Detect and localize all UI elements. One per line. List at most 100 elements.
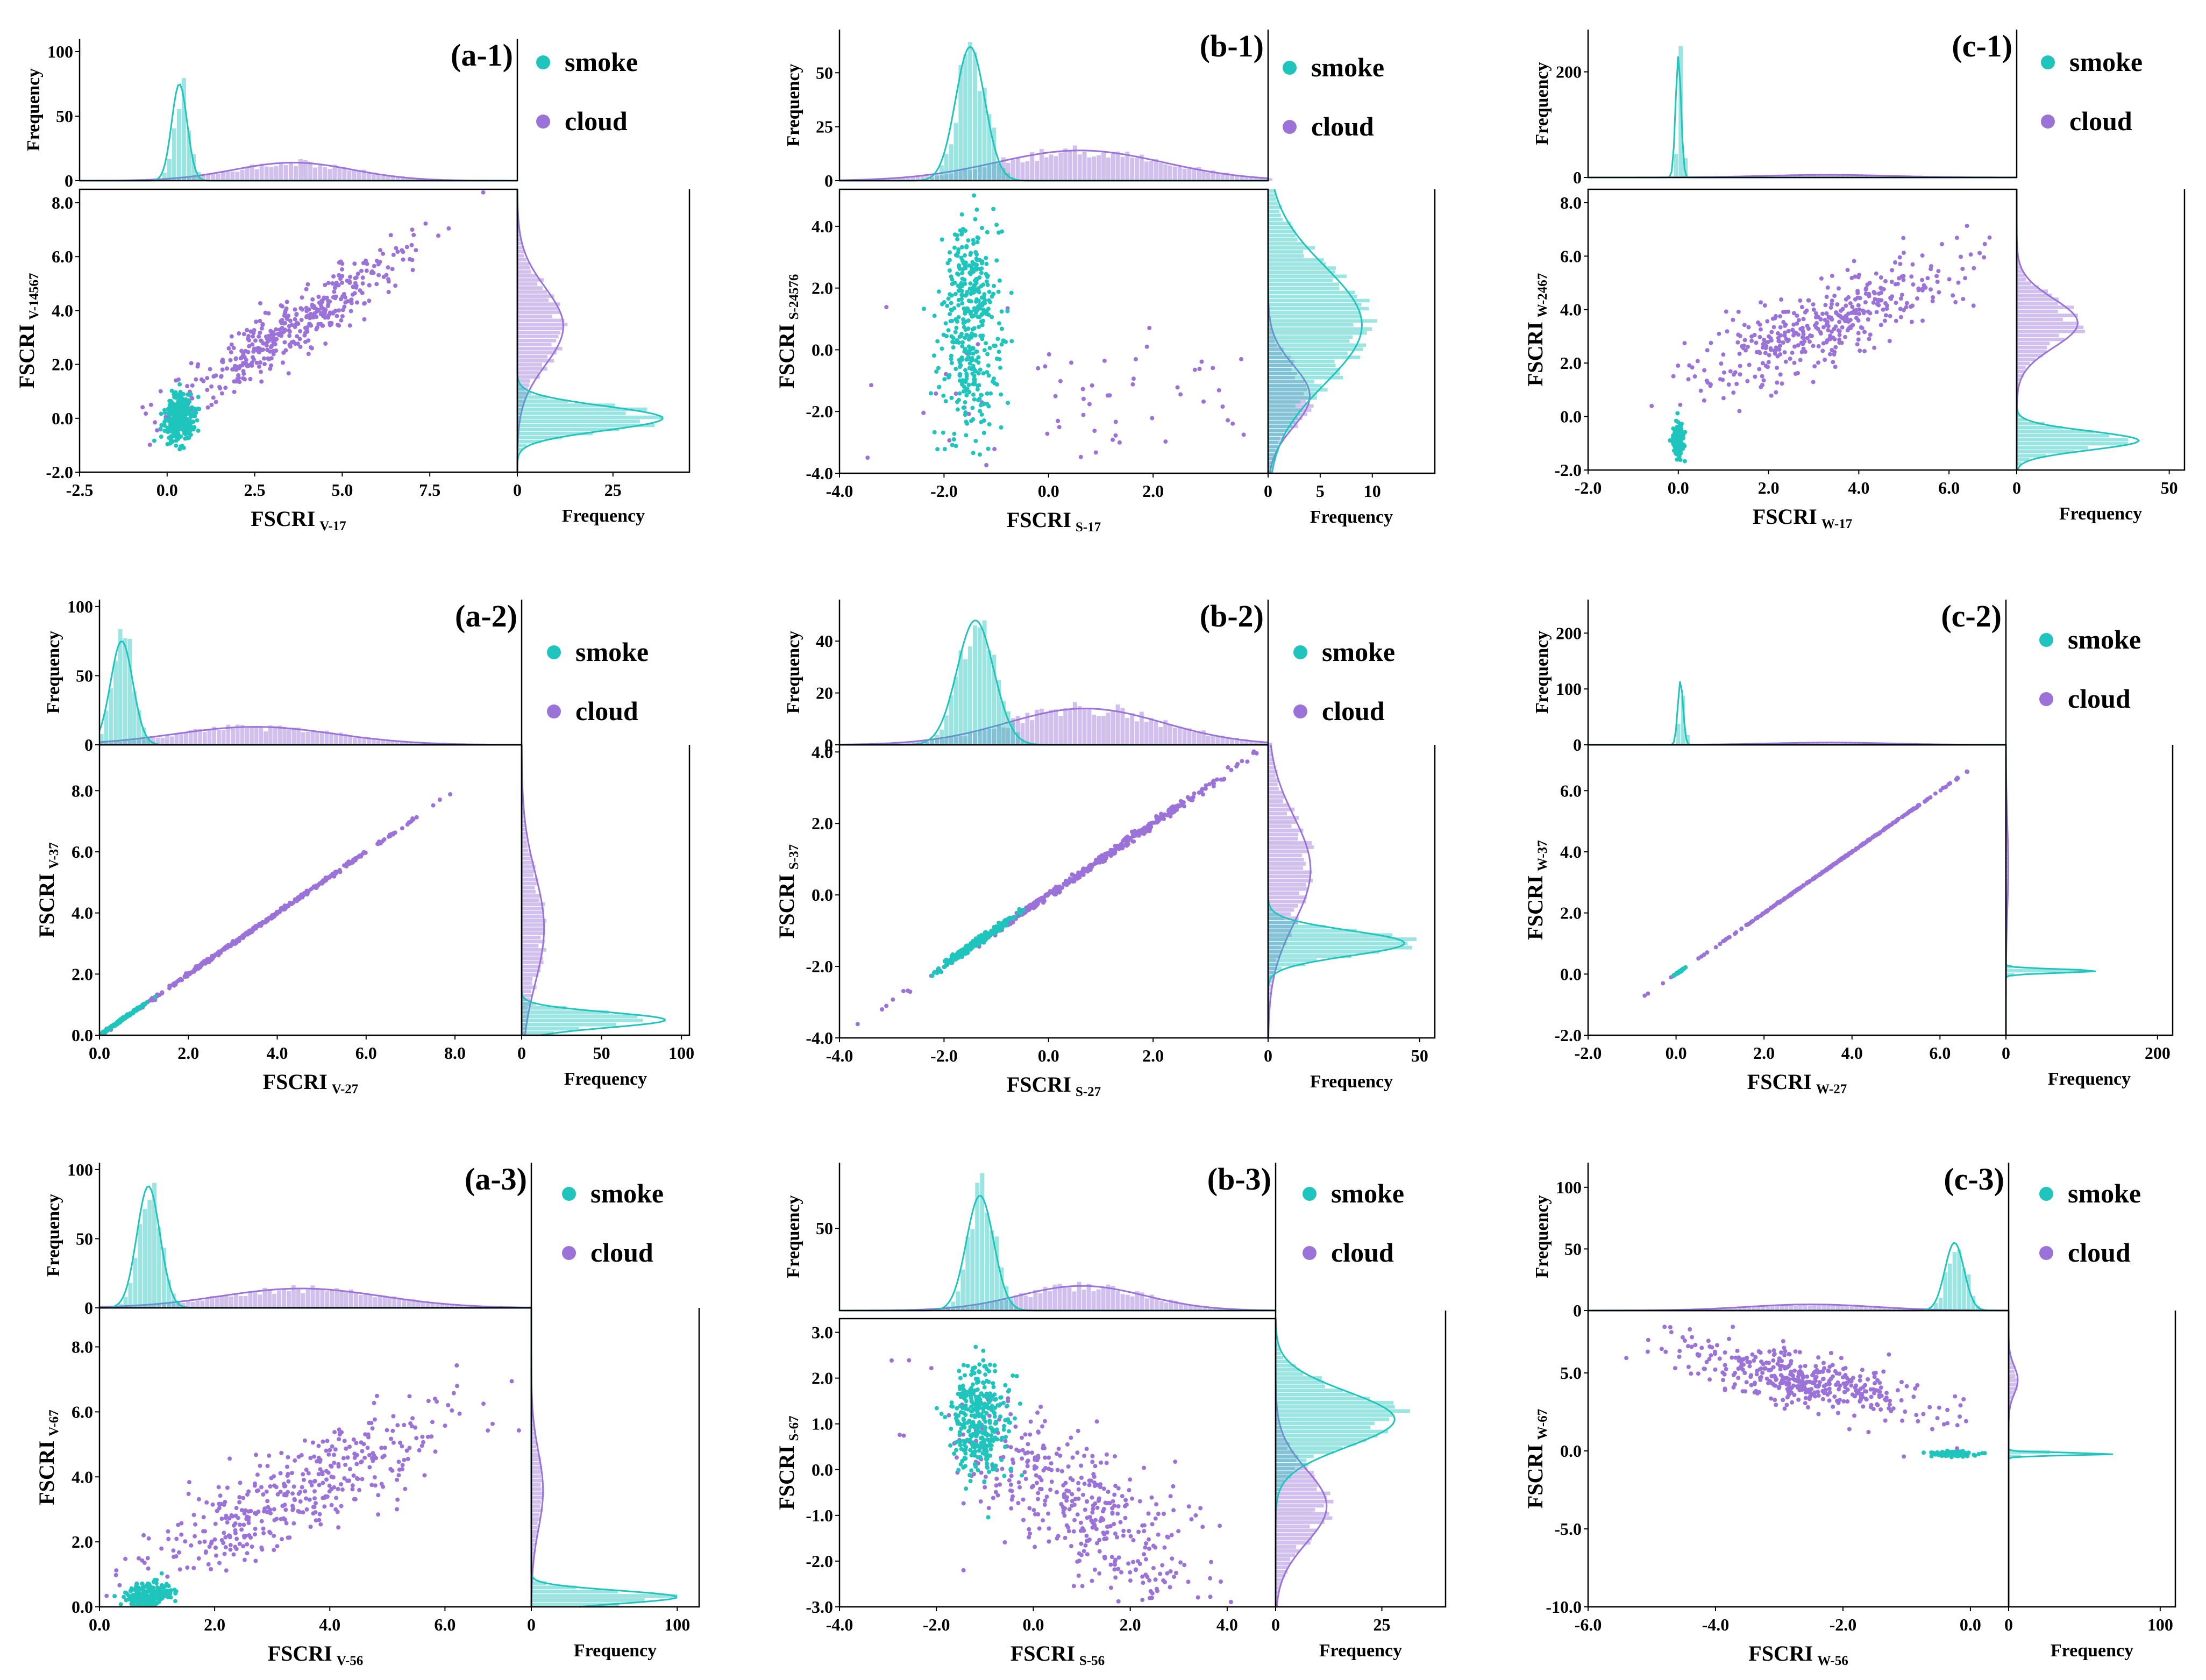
cloud-top-bar xyxy=(206,173,211,181)
cloud-point xyxy=(272,1548,276,1553)
cloud-point xyxy=(289,323,294,328)
cloud-point xyxy=(451,1391,456,1396)
cloud-top-bar xyxy=(1177,166,1182,181)
cloud-right-bar xyxy=(522,877,538,881)
cloud-point xyxy=(1211,366,1215,371)
smoke-point xyxy=(940,237,944,242)
smoke-point xyxy=(992,283,996,288)
cloud-right-bar xyxy=(1268,895,1307,900)
cloud-right-bar xyxy=(517,395,526,399)
cloud-point xyxy=(367,1453,372,1457)
smoke-point xyxy=(167,398,172,403)
cloud-point xyxy=(360,281,365,286)
cloud-point xyxy=(1025,907,1030,912)
cloud-point xyxy=(1150,416,1155,421)
smoke-right-bar xyxy=(517,407,647,411)
cloud-top-bar xyxy=(1871,743,1876,745)
smoke-point xyxy=(963,400,967,405)
cloud-point xyxy=(1867,337,1871,341)
smoke-point xyxy=(169,435,174,439)
cloud-right-bar xyxy=(517,355,547,359)
smoke-point xyxy=(133,1008,138,1013)
cloud-point xyxy=(1830,273,1834,278)
cloud-right-bar xyxy=(517,391,527,395)
smoke-point xyxy=(966,382,971,387)
cloud-point xyxy=(402,1457,407,1462)
smoke-point xyxy=(950,339,955,344)
cloud-point xyxy=(1728,369,1733,374)
cloud-top-bar xyxy=(1792,175,1797,177)
cloud-point xyxy=(320,300,325,304)
cloud-point xyxy=(1848,301,1853,306)
top-hist-ytick: 100 xyxy=(67,597,93,616)
cloud-point xyxy=(308,312,313,316)
smoke-point xyxy=(179,434,183,439)
cloud-right-bar xyxy=(517,407,522,411)
cloud-top-bar xyxy=(949,736,953,745)
smoke-point xyxy=(131,1010,136,1015)
smoke-top-bar xyxy=(930,178,935,181)
cloud-top-bar xyxy=(268,725,273,745)
cloud-right-bar xyxy=(522,1010,529,1014)
cloud-point xyxy=(367,283,372,288)
scatter-xtick: 0.0 xyxy=(156,480,178,500)
cloud-top-bar xyxy=(930,739,935,745)
cloud-point xyxy=(305,282,310,287)
cloud-top-bar xyxy=(982,730,987,745)
cloud-point xyxy=(1760,912,1765,917)
cloud-point xyxy=(1924,798,1929,802)
cloud-top-bar xyxy=(347,170,352,181)
cloud-point xyxy=(1686,377,1691,382)
scatter-xtick: 4.0 xyxy=(1848,478,1869,497)
scatter-ytick: 2.0 xyxy=(72,964,93,984)
cloud-point xyxy=(298,329,303,333)
cloud-top-bar xyxy=(1020,723,1025,745)
smoke-point xyxy=(1009,290,1014,295)
cloud-top-bar xyxy=(104,741,109,745)
cloud-point xyxy=(1245,759,1250,764)
cloud-point xyxy=(1754,340,1759,345)
smoke-point xyxy=(174,443,179,448)
smoke-point xyxy=(182,417,187,422)
cloud-top-bar xyxy=(1168,165,1172,181)
smoke-top-bar xyxy=(968,646,972,745)
cloud-point xyxy=(301,1477,306,1482)
cloud-point xyxy=(351,284,355,289)
cloud-top-bar xyxy=(308,161,313,181)
right-hist-xlabel: Frequency xyxy=(2059,504,2142,524)
cloud-point xyxy=(1813,323,1817,328)
cloud-point xyxy=(229,334,234,339)
cloud-point xyxy=(317,1460,322,1464)
cloud-top-bar xyxy=(1115,151,1120,181)
cloud-point xyxy=(1839,857,1844,862)
smoke-point xyxy=(959,212,964,217)
smoke-right-bar xyxy=(1268,416,1298,420)
cloud-top-bar xyxy=(1035,161,1039,181)
cloud-point xyxy=(144,411,148,416)
cloud-point xyxy=(1777,339,1782,344)
cloud-top-bar xyxy=(410,178,415,181)
scatter-xtick: -2.0 xyxy=(930,481,958,501)
cloud-point xyxy=(1828,305,1833,310)
cloud-top-bar xyxy=(1220,173,1225,181)
cloud-top-bar xyxy=(887,179,892,181)
cloud-point xyxy=(290,1491,295,1496)
cloud-point xyxy=(386,290,391,295)
cloud-point xyxy=(1890,268,1895,273)
cloud-right-bar xyxy=(1268,416,1303,420)
cloud-point xyxy=(243,377,247,382)
cloud-top-bar xyxy=(1025,161,1030,181)
cloud-point xyxy=(253,1558,258,1563)
cloud-right-bar xyxy=(2017,374,2024,378)
cloud-point xyxy=(299,895,304,900)
cloud-right-bar xyxy=(2006,890,2008,894)
smoke-point xyxy=(188,392,193,397)
cloud-point xyxy=(237,1541,242,1546)
smoke-point xyxy=(985,391,990,396)
x-axis-label: FSCRI W-17 xyxy=(1753,504,1852,531)
cloud-point xyxy=(1837,329,1842,333)
cloud-point xyxy=(264,340,269,345)
cloud-legend-marker xyxy=(2041,115,2055,129)
cloud-point xyxy=(259,379,264,384)
